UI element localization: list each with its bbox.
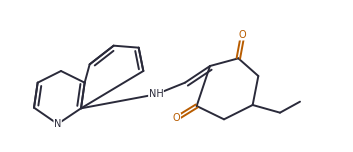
Text: O: O	[173, 113, 180, 123]
Text: N: N	[54, 119, 61, 129]
Text: O: O	[239, 30, 246, 40]
Text: NH: NH	[149, 89, 163, 99]
